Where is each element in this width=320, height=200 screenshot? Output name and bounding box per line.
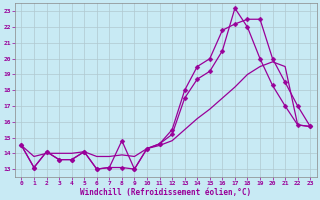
X-axis label: Windchill (Refroidissement éolien,°C): Windchill (Refroidissement éolien,°C): [80, 188, 252, 197]
